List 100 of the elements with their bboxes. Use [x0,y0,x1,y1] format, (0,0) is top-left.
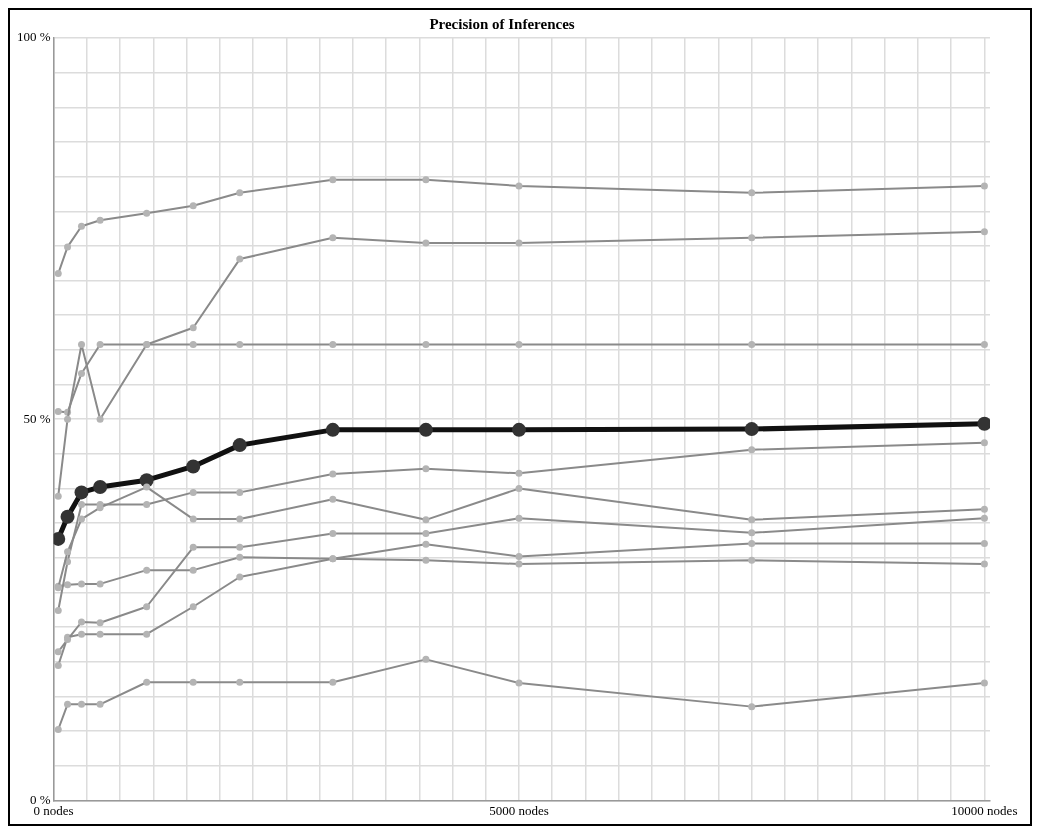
point [236,678,244,686]
point [980,228,988,236]
point [236,255,244,263]
point [53,531,66,546]
point [64,548,72,556]
point [329,495,337,503]
point [748,234,756,242]
point [78,618,85,626]
point [980,505,988,513]
point [329,530,337,538]
point [54,492,62,500]
point [189,543,197,551]
point [232,438,247,453]
point [189,202,197,210]
point [189,603,197,611]
point [78,630,85,638]
point [189,566,197,574]
point [60,509,75,524]
point [422,340,430,348]
point [512,422,526,437]
y-tick-label: 50 % [23,410,51,426]
point [515,485,523,493]
point [422,540,430,548]
point [96,619,104,627]
point [748,529,756,537]
point [78,700,85,708]
point [189,515,197,523]
point [96,415,104,423]
point [143,501,151,509]
point [143,630,151,638]
point [980,340,988,348]
point [422,176,430,184]
point [515,239,523,247]
point [329,470,337,478]
point [748,516,756,524]
point [748,340,756,348]
point [143,483,151,491]
point [236,488,244,496]
chart-title: Precision of Inferences [429,15,575,32]
point [54,661,62,669]
point [422,239,430,247]
point [418,422,433,437]
point [980,560,988,568]
point [96,340,104,348]
point [329,340,337,348]
point [189,678,197,686]
point [189,340,197,348]
point [980,514,988,522]
point [54,408,62,416]
point [515,679,523,687]
point [515,182,523,190]
point [422,465,430,473]
point [143,209,151,217]
point [64,581,72,589]
point [96,700,104,708]
point [980,679,988,687]
point [236,515,244,523]
x-tick-label: 10000 nodes [951,802,1018,818]
point [236,189,244,197]
point [977,416,990,431]
point [515,552,523,560]
point [78,369,85,377]
point [54,726,62,733]
point [143,678,151,686]
point [64,415,72,423]
point [64,700,72,708]
point [189,488,197,496]
point [748,556,756,564]
point [236,543,244,551]
point [78,501,85,509]
point [54,607,62,615]
point [93,480,108,495]
point [329,234,337,242]
y-tick-label: 0 % [29,791,51,807]
point [189,324,197,332]
point [422,530,430,538]
point [748,703,756,711]
point [980,439,988,447]
x-tick-label: 5000 nodes [489,802,549,818]
point [236,573,244,581]
point [143,566,151,574]
point [329,678,337,686]
point [78,580,85,588]
point [236,553,244,561]
point [74,485,89,500]
point [186,459,201,474]
point [515,469,523,477]
point [422,655,430,663]
point [980,539,988,547]
point [422,556,430,564]
point [744,422,759,437]
point [329,176,337,184]
point [748,539,756,547]
point [748,189,756,197]
point [748,446,756,454]
point [325,422,340,437]
point [422,516,430,524]
point [64,243,72,251]
point [236,340,244,348]
point [96,630,104,638]
